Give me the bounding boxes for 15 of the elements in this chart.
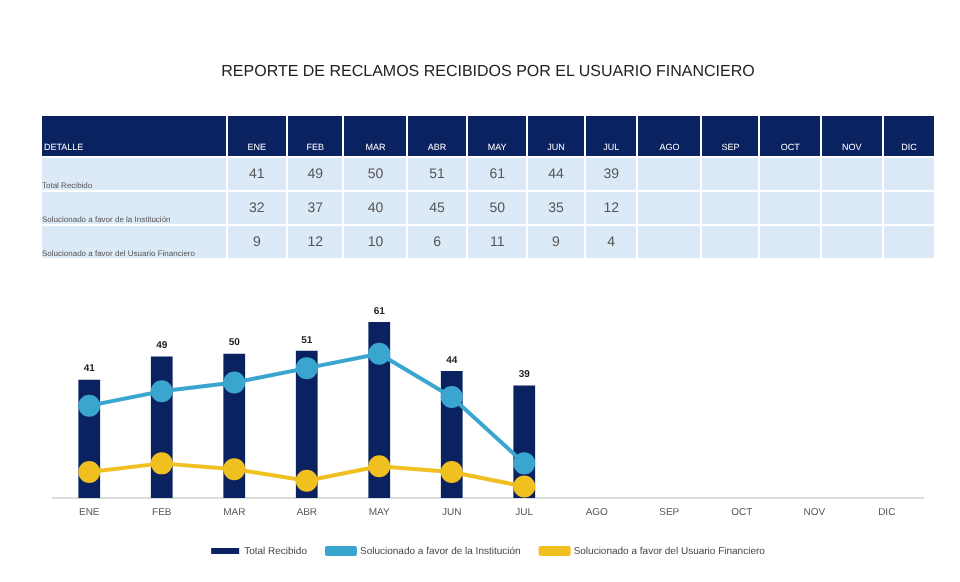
point [150, 380, 173, 403]
point [368, 455, 391, 478]
point [295, 469, 318, 492]
chart-title: REPORTE DE RECLAMOS RECIBIDOS POR EL USUARIO FINANCIERO [219, 60, 757, 84]
point [295, 357, 318, 380]
point [78, 461, 101, 484]
point [368, 342, 391, 365]
point [150, 452, 173, 475]
point [440, 386, 463, 408]
point [513, 452, 536, 475]
point [78, 394, 101, 417]
point [223, 458, 246, 481]
point [513, 475, 536, 498]
point [223, 371, 246, 394]
point [440, 461, 463, 484]
